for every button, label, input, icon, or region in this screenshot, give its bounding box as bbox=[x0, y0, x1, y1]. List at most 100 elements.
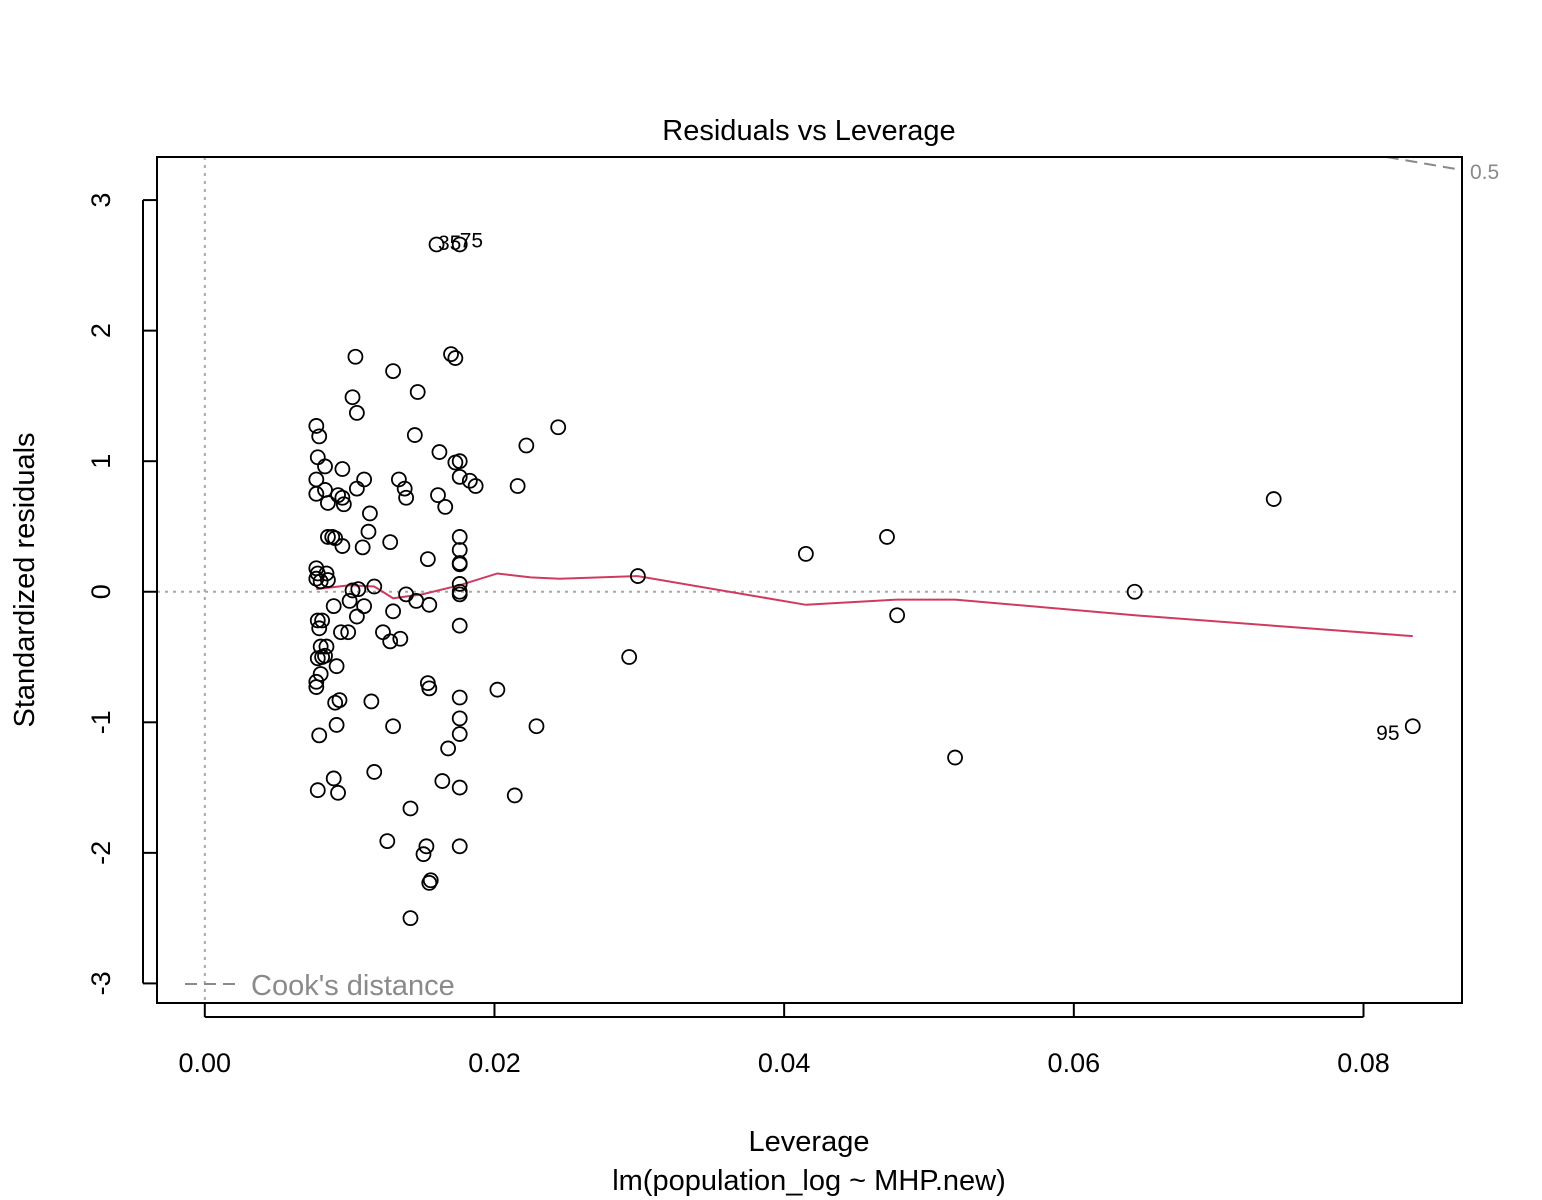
x-tick-label: 0.06 bbox=[1048, 1048, 1101, 1078]
y-axis: -3 -2 -1 0 1 2 3 bbox=[86, 193, 157, 995]
reference-lines bbox=[157, 157, 1462, 1003]
data-point bbox=[317, 482, 333, 498]
data-point bbox=[947, 749, 963, 766]
data-point bbox=[528, 718, 545, 735]
data-point bbox=[308, 679, 325, 695]
data-point bbox=[451, 586, 468, 603]
data-point bbox=[518, 437, 535, 454]
data-point bbox=[402, 910, 419, 927]
data-point bbox=[451, 617, 468, 634]
data-point bbox=[451, 779, 468, 796]
data-point bbox=[879, 529, 895, 545]
data-point bbox=[385, 718, 401, 735]
data-point bbox=[629, 568, 646, 584]
y-tick-label: -1 bbox=[86, 710, 116, 734]
smooth-line bbox=[316, 572, 1413, 638]
data-point bbox=[451, 726, 468, 742]
points-group bbox=[308, 236, 1421, 927]
data-point bbox=[341, 592, 358, 609]
y-tick-label: -3 bbox=[86, 971, 116, 995]
data-point bbox=[428, 236, 445, 253]
data-point bbox=[318, 638, 335, 655]
data-point bbox=[409, 384, 426, 400]
data-point bbox=[506, 787, 523, 804]
data-point bbox=[509, 478, 526, 494]
data-point bbox=[889, 607, 906, 624]
data-point bbox=[402, 800, 419, 817]
data-point bbox=[320, 572, 336, 588]
data-point bbox=[418, 838, 435, 855]
point-label: 75 bbox=[460, 230, 483, 253]
data-point bbox=[451, 236, 468, 253]
data-point bbox=[333, 624, 349, 641]
data-point bbox=[311, 428, 328, 445]
data-point bbox=[312, 638, 329, 655]
x-tick-label: 0.08 bbox=[1337, 1048, 1390, 1078]
y-tick-label: 0 bbox=[86, 584, 116, 599]
data-point bbox=[451, 576, 468, 592]
data-point bbox=[325, 598, 342, 615]
data-point bbox=[344, 389, 361, 406]
data-point bbox=[318, 565, 335, 582]
data-point bbox=[451, 453, 468, 470]
data-point bbox=[348, 480, 365, 497]
data-point bbox=[443, 346, 459, 363]
data-point bbox=[311, 620, 328, 637]
data-point bbox=[347, 348, 364, 365]
data-point bbox=[447, 350, 464, 366]
data-point bbox=[312, 573, 329, 590]
data-point bbox=[362, 505, 378, 522]
data-point bbox=[366, 578, 383, 595]
data-point bbox=[421, 596, 438, 613]
data-point bbox=[451, 529, 468, 545]
data-point bbox=[379, 833, 396, 850]
legend: Cook's distance bbox=[185, 970, 455, 1002]
data-point bbox=[385, 363, 401, 380]
data-point bbox=[382, 534, 399, 551]
x-tick-label: 0.00 bbox=[179, 1048, 232, 1078]
data-point bbox=[317, 647, 333, 664]
data-point bbox=[348, 608, 365, 625]
plot-frame bbox=[156, 156, 1463, 1004]
data-point bbox=[331, 692, 348, 709]
data-point bbox=[348, 404, 365, 421]
data-point bbox=[308, 418, 325, 434]
data-point bbox=[392, 630, 409, 647]
data-point bbox=[350, 581, 367, 598]
data-point bbox=[320, 495, 336, 511]
cooks-contour-label: 0.5 bbox=[1470, 161, 1499, 184]
x-axis: 0.00 0.02 0.04 0.06 0.08 bbox=[179, 1003, 1390, 1078]
data-point bbox=[344, 582, 361, 599]
cooks-distance-contour: 0.5 bbox=[1386, 156, 1499, 184]
data-point bbox=[320, 529, 336, 545]
chart-title: Residuals vs Leverage bbox=[662, 115, 955, 147]
data-point bbox=[398, 489, 415, 506]
data-point bbox=[311, 727, 328, 744]
data-point bbox=[309, 612, 326, 629]
legend-label: Cook's distance bbox=[251, 970, 455, 1002]
point-label: 95 bbox=[1376, 722, 1399, 745]
data-point bbox=[328, 717, 345, 733]
data-point bbox=[360, 523, 377, 540]
data-point bbox=[419, 551, 436, 568]
data-point bbox=[451, 689, 468, 706]
x-tick-label: 0.02 bbox=[468, 1048, 521, 1078]
data-point bbox=[334, 489, 351, 506]
data-point bbox=[382, 633, 399, 650]
data-point bbox=[451, 710, 468, 727]
data-point bbox=[309, 449, 326, 466]
data-point bbox=[308, 485, 325, 502]
data-point bbox=[317, 458, 333, 475]
data-point bbox=[430, 487, 446, 504]
data-point bbox=[325, 770, 342, 787]
data-point bbox=[440, 740, 457, 757]
data-point bbox=[334, 538, 351, 554]
data-point bbox=[398, 586, 415, 603]
y-axis-label: Standardized residuals bbox=[9, 432, 41, 727]
model-formula-label: lm(population_log ~ MHP.new) bbox=[612, 1165, 1006, 1197]
y-tick-label: 1 bbox=[86, 454, 116, 469]
data-point bbox=[415, 846, 432, 863]
data-point bbox=[437, 498, 454, 515]
